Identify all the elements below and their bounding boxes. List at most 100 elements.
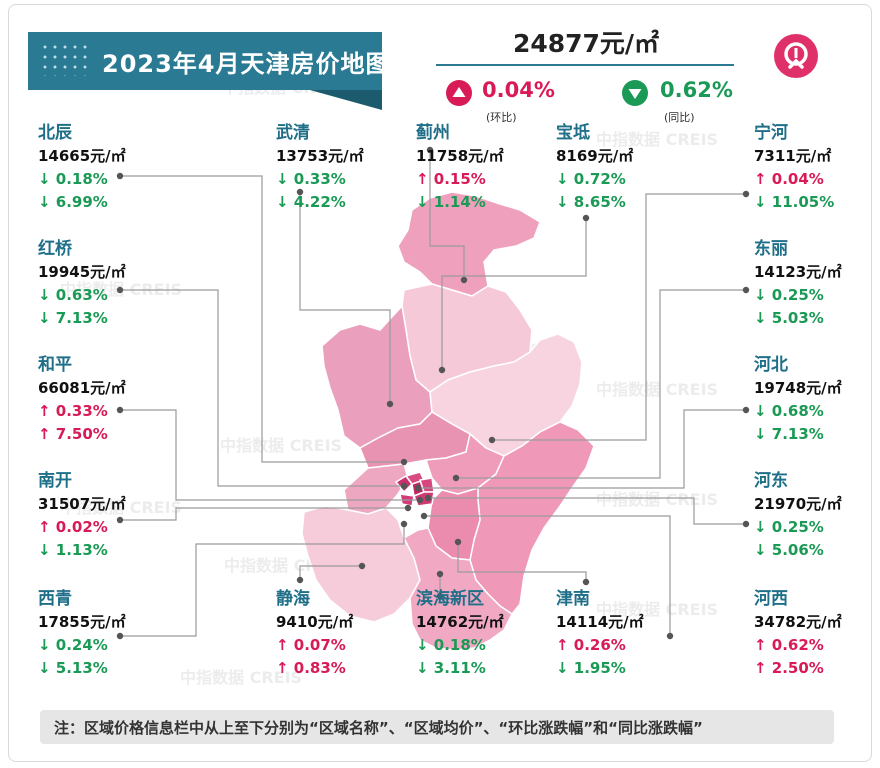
page-title: 2023年4月天津房价地图 (102, 50, 391, 78)
district-yoy-change: ↓ 1.95% (556, 659, 626, 677)
leader-line-hedong (428, 497, 746, 525)
district-yoy-change: ↓ 7.13% (754, 425, 824, 443)
district-info-0: 北辰 14665元/㎡ ↓ 0.18% ↓ 6.99% (38, 122, 158, 214)
leader-line-xiqing (120, 524, 405, 637)
district-yoy-change: ↑ 7.50% (38, 425, 108, 443)
leader-line-baodi (441, 218, 587, 370)
district-mom-change: ↑ 0.26% (556, 636, 626, 654)
district-price: 13753元/㎡ (276, 147, 364, 165)
yoy-change-label: (同比) (664, 111, 695, 124)
up-arrow-icon (446, 80, 472, 106)
watermark: 中指数据 CREIS (596, 490, 719, 509)
district-info-10: 河东 21970元/㎡ ↓ 0.25% ↓ 5.06% (754, 470, 874, 562)
district-yoy-change: ↑ 2.50% (754, 659, 824, 677)
district-info-12: 静海 9410元/㎡ ↑ 0.07% ↑ 0.83% (276, 588, 396, 680)
district-price: 7311元/㎡ (754, 147, 832, 165)
district-mom-change: ↓ 0.33% (276, 170, 346, 188)
district-yoy-change: ↓ 7.13% (38, 309, 108, 327)
district-price: 14123元/㎡ (754, 263, 842, 281)
district-name: 河北 (754, 355, 788, 375)
leader-line-wuqing (299, 192, 391, 404)
district-mom-change: ↑ 0.02% (38, 518, 108, 536)
district-info-6: 东丽 14123元/㎡ ↓ 0.25% ↓ 5.03% (754, 238, 874, 330)
yoy-change-value: 0.62% (660, 78, 733, 102)
district-info-11: 西青 17855元/㎡ ↓ 0.24% ↓ 5.13% (38, 588, 158, 680)
district-info-5: 红桥 19945元/㎡ ↓ 0.63% ↓ 7.13% (38, 238, 158, 330)
watermark: 中指数据 CREIS (60, 498, 183, 517)
leader-line-hongqiao (120, 289, 404, 487)
district-name: 津南 (556, 589, 590, 609)
leader-line-dongli (456, 289, 746, 479)
district-name: 和平 (38, 355, 72, 375)
district-info-15: 河西 34782元/㎡ ↑ 0.62% ↑ 2.50% (754, 588, 874, 680)
district-yoy-change: ↓ 6.99% (38, 193, 108, 211)
region-xiqing (343, 463, 409, 515)
district-info-2: 蓟州 11758元/㎡ ↑ 0.15% ↓ 1.14% (416, 122, 536, 214)
footnote: 注：区域价格信息栏中从上至下分别为“区域名称”、“区域均价”、“环比涨跌幅”和“… (40, 710, 834, 744)
district-info-8: 河北 19748元/㎡ ↓ 0.68% ↓ 7.13% (754, 354, 874, 446)
district-mom-change: ↑ 0.33% (38, 402, 108, 420)
district-price: 31507元/㎡ (38, 495, 126, 513)
district-info-14: 津南 14114元/㎡ ↑ 0.26% ↓ 1.95% (556, 588, 676, 680)
district-name: 武清 (276, 123, 310, 143)
district-name: 河东 (754, 471, 788, 491)
dot-pattern-icon (40, 42, 88, 76)
district-info-9: 南开 31507元/㎡ ↑ 0.02% ↓ 1.13% (38, 470, 158, 562)
district-price: 14762元/㎡ (416, 613, 504, 631)
leader-line-hebei (418, 409, 746, 489)
district-name: 蓟州 (416, 123, 450, 143)
leader-line-beichen (120, 175, 404, 463)
watermark: 中指数据 CREIS (220, 436, 343, 455)
district-name: 宝坻 (556, 123, 590, 143)
district-name: 北辰 (38, 123, 72, 143)
district-info-1: 武清 13753元/㎡ ↓ 0.33% ↓ 4.22% (276, 122, 396, 214)
district-yoy-change: ↓ 1.13% (38, 541, 108, 559)
watermark: 中指数据 CREIS (180, 668, 303, 687)
logo-icon (774, 34, 818, 78)
district-mom-change: ↓ 0.68% (754, 402, 824, 420)
district-price: 14665元/㎡ (38, 147, 126, 165)
district-name: 红桥 (38, 239, 72, 259)
leader-line-hexi (424, 515, 671, 636)
district-mom-change: ↓ 0.63% (38, 286, 108, 304)
leader-line-heping (120, 409, 420, 501)
district-name: 宁河 (754, 123, 788, 143)
district-mom-change: ↓ 0.25% (754, 518, 824, 536)
watermark: 中指数据 CREIS (596, 380, 719, 399)
leader-line-jinnan (457, 542, 587, 582)
district-mom-change: ↑ 0.07% (276, 636, 346, 654)
district-info-13: 滨海新区 14762元/㎡ ↓ 0.18% ↓ 3.11% (416, 588, 536, 680)
district-mom-change: ↑ 0.62% (754, 636, 824, 654)
watermark: 中指数据 CREIS (596, 600, 719, 619)
district-mom-change: ↓ 0.72% (556, 170, 626, 188)
district-price: 14114元/㎡ (556, 613, 644, 631)
district-yoy-change: ↓ 5.06% (754, 541, 824, 559)
district-price: 21970元/㎡ (754, 495, 842, 513)
down-arrow-icon (622, 80, 648, 106)
district-price: 17855元/㎡ (38, 613, 126, 631)
district-yoy-change: ↓ 1.14% (416, 193, 486, 211)
district-price: 9410元/㎡ (276, 613, 354, 631)
district-yoy-change: ↓ 5.13% (38, 659, 108, 677)
district-mom-change: ↓ 0.18% (38, 170, 108, 188)
district-mom-change: ↓ 0.25% (754, 286, 824, 304)
district-price: 8169元/㎡ (556, 147, 634, 165)
region-binhai-south (403, 527, 513, 651)
district-price: 11758元/㎡ (416, 147, 504, 165)
district-name: 南开 (38, 471, 72, 491)
city-average-price: 24877元/㎡ (512, 29, 660, 58)
district-price: 66081元/㎡ (38, 379, 126, 397)
leader-line-nankai (120, 507, 408, 521)
leader-line-ninghe (492, 193, 746, 441)
district-name: 西青 (38, 589, 72, 609)
district-mom-change: ↓ 0.18% (416, 636, 486, 654)
district-price: 19945元/㎡ (38, 263, 126, 281)
district-mom-change: ↓ 0.24% (38, 636, 108, 654)
region-jizhou (397, 191, 541, 297)
district-mom-change: ↑ 0.15% (416, 170, 486, 188)
district-mom-change: ↑ 0.04% (754, 170, 824, 188)
mom-change-value: 0.04% (482, 78, 555, 102)
district-yoy-change: ↓ 4.22% (276, 193, 346, 211)
district-price: 34782元/㎡ (754, 613, 842, 631)
